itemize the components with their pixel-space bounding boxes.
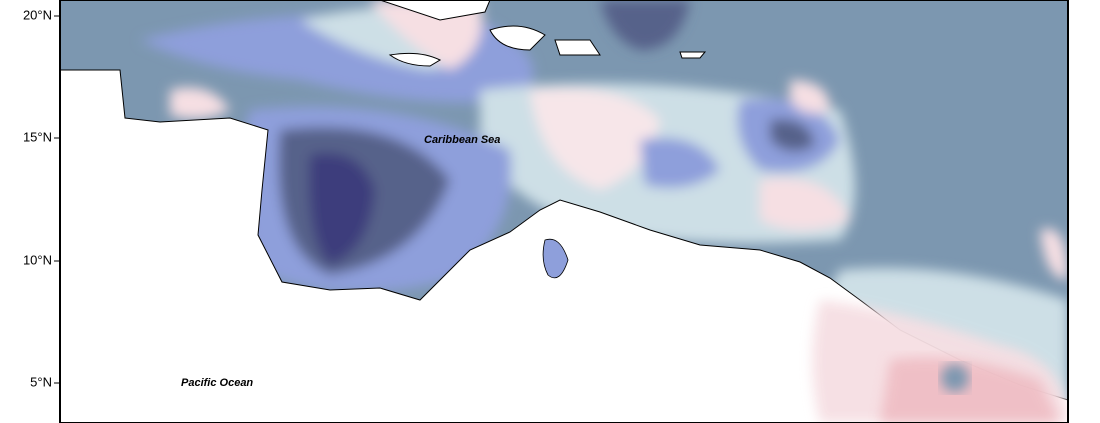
lat-label: 5°N <box>30 374 52 389</box>
contours <box>140 0 1068 423</box>
island <box>679 51 707 59</box>
lake <box>542 238 569 279</box>
frame <box>59 0 1069 423</box>
lat-label: 10°N <box>23 252 52 267</box>
land-contour <box>880 357 1060 423</box>
lat-label: 20°N <box>23 7 52 22</box>
island <box>489 25 546 51</box>
place-label: Pacific Ocean <box>181 377 253 389</box>
axis: 20°N 15°N 10°N 5°N <box>23 7 60 389</box>
lat-label: 15°N <box>23 129 52 144</box>
island <box>554 39 601 56</box>
land-contour <box>941 364 969 392</box>
island <box>388 52 442 67</box>
place-label: Caribbean Sea <box>424 134 500 146</box>
island <box>379 0 491 21</box>
map-area: Caribbean Sea Pacific Ocean <box>60 0 1068 423</box>
